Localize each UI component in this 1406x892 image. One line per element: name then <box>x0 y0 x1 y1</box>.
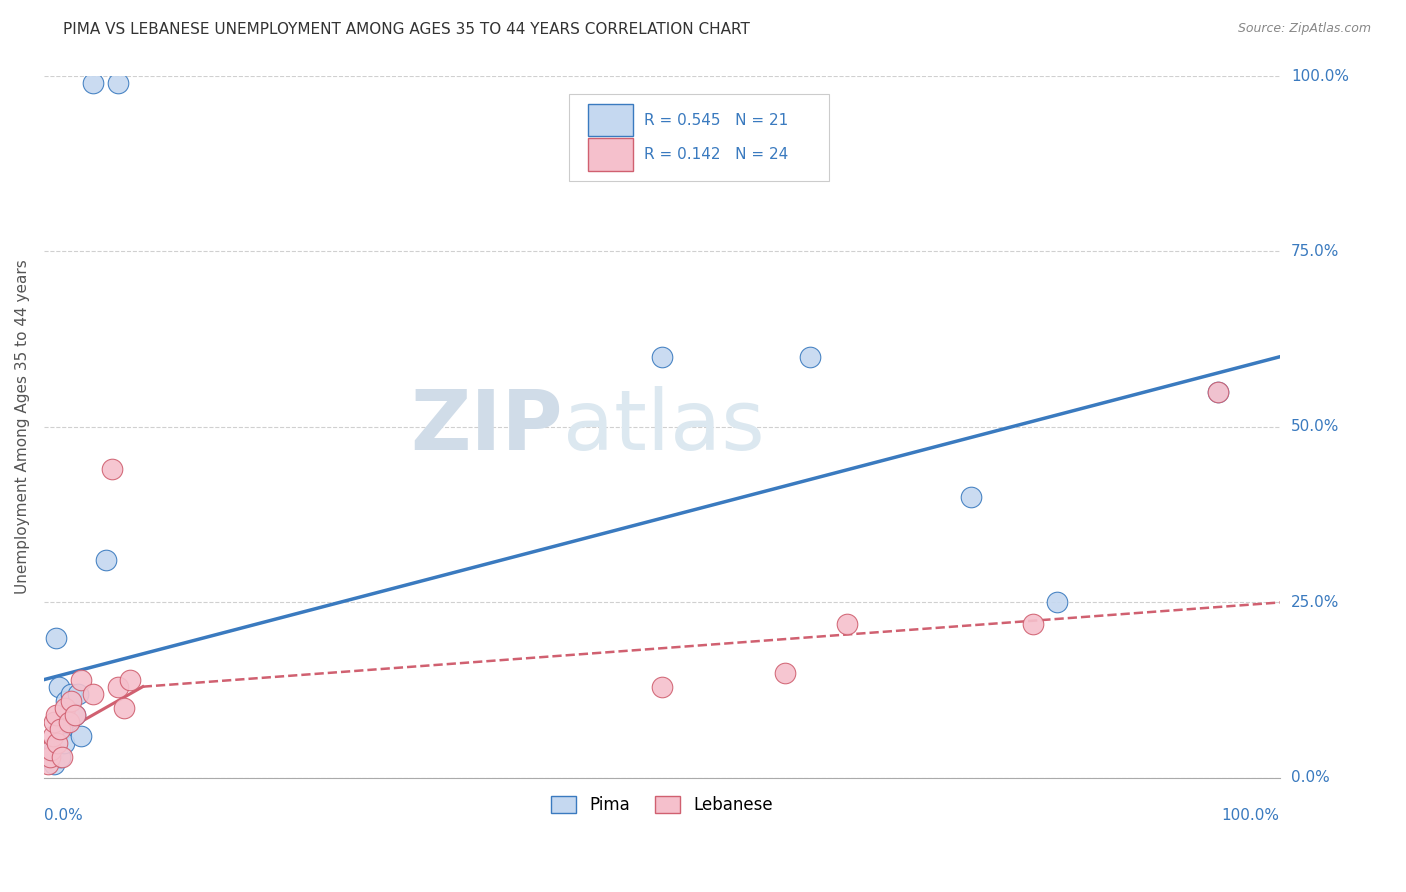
Point <box>837 616 859 631</box>
Point <box>120 673 142 687</box>
Point <box>70 673 93 687</box>
Point <box>94 553 117 567</box>
Point <box>41 729 63 743</box>
Point <box>959 490 981 504</box>
Point <box>651 350 673 364</box>
Point <box>51 750 73 764</box>
Text: atlas: atlas <box>562 386 765 467</box>
Point <box>1206 384 1229 399</box>
Text: 0.0%: 0.0% <box>44 808 83 823</box>
Point <box>82 76 104 90</box>
Point <box>42 714 65 729</box>
Point <box>42 743 65 757</box>
Point <box>651 680 673 694</box>
Point <box>52 736 75 750</box>
FancyBboxPatch shape <box>588 138 633 170</box>
Point <box>1021 616 1043 631</box>
Point <box>39 750 62 764</box>
Point <box>63 707 86 722</box>
Point <box>49 722 72 736</box>
Point <box>82 687 104 701</box>
Point <box>45 707 67 722</box>
Point <box>37 756 59 771</box>
Text: 0.0%: 0.0% <box>1291 771 1330 786</box>
Point <box>63 707 86 722</box>
FancyBboxPatch shape <box>588 104 633 136</box>
Point <box>39 743 62 757</box>
Point <box>55 694 77 708</box>
Point <box>101 462 124 476</box>
Y-axis label: Unemployment Among Ages 35 to 44 years: Unemployment Among Ages 35 to 44 years <box>15 260 30 594</box>
Legend: Pima, Lebanese: Pima, Lebanese <box>543 788 782 822</box>
Point <box>107 76 129 90</box>
Text: ZIP: ZIP <box>411 386 562 467</box>
Text: 25.0%: 25.0% <box>1291 595 1339 610</box>
Point <box>775 665 797 680</box>
Point <box>58 714 80 729</box>
Point <box>46 736 69 750</box>
Point <box>112 700 135 714</box>
Text: 100.0%: 100.0% <box>1291 69 1348 84</box>
Point <box>107 680 129 694</box>
Text: 100.0%: 100.0% <box>1222 808 1279 823</box>
Point <box>51 722 73 736</box>
Point <box>1206 384 1229 399</box>
Point <box>48 680 70 694</box>
Point <box>58 707 80 722</box>
FancyBboxPatch shape <box>569 94 828 181</box>
Text: Source: ZipAtlas.com: Source: ZipAtlas.com <box>1237 22 1371 36</box>
Point <box>42 756 65 771</box>
Point <box>67 687 90 701</box>
Point <box>53 700 76 714</box>
Point <box>60 694 83 708</box>
Point <box>60 687 83 701</box>
Point <box>70 729 93 743</box>
Text: R = 0.545   N = 21: R = 0.545 N = 21 <box>644 112 789 128</box>
Point <box>1046 595 1069 609</box>
Point <box>799 350 821 364</box>
Text: 50.0%: 50.0% <box>1291 419 1339 434</box>
Point <box>49 750 72 764</box>
Text: PIMA VS LEBANESE UNEMPLOYMENT AMONG AGES 35 TO 44 YEARS CORRELATION CHART: PIMA VS LEBANESE UNEMPLOYMENT AMONG AGES… <box>63 22 751 37</box>
Point <box>45 631 67 645</box>
Text: 75.0%: 75.0% <box>1291 244 1339 259</box>
Text: R = 0.142   N = 24: R = 0.142 N = 24 <box>644 147 789 162</box>
